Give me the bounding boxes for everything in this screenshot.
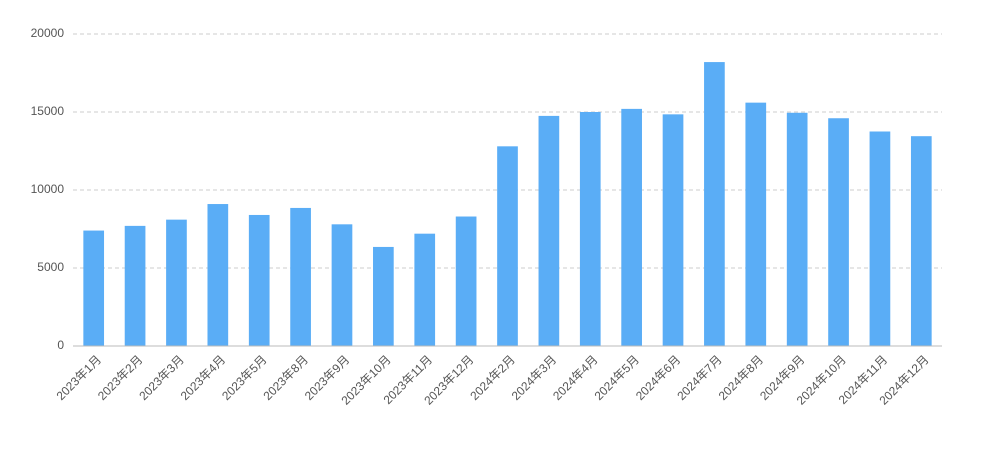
bar: [414, 233, 436, 346]
y-tick-label: 10000: [31, 182, 65, 196]
y-tick-label: 0: [57, 338, 64, 352]
bar: [579, 112, 601, 346]
bar: [331, 224, 353, 346]
bar: [910, 136, 932, 346]
bar: [207, 204, 229, 346]
bar: [83, 230, 105, 346]
bar: [455, 216, 477, 346]
bar: [124, 225, 146, 346]
bar: [497, 146, 518, 346]
bar: [745, 102, 767, 346]
bar: [538, 115, 560, 347]
bar: [290, 207, 311, 346]
bar: [828, 118, 849, 347]
y-tick-label: 15000: [31, 104, 65, 118]
bar: [621, 108, 642, 346]
y-tick-label: 20000: [31, 26, 65, 40]
bar: [869, 131, 891, 346]
bar: [662, 114, 684, 346]
bar: [166, 219, 187, 346]
bar: [373, 246, 394, 346]
y-tick-label: 5000: [37, 260, 64, 274]
bar: [704, 62, 725, 347]
bar: [786, 112, 808, 346]
bar: [248, 214, 270, 346]
